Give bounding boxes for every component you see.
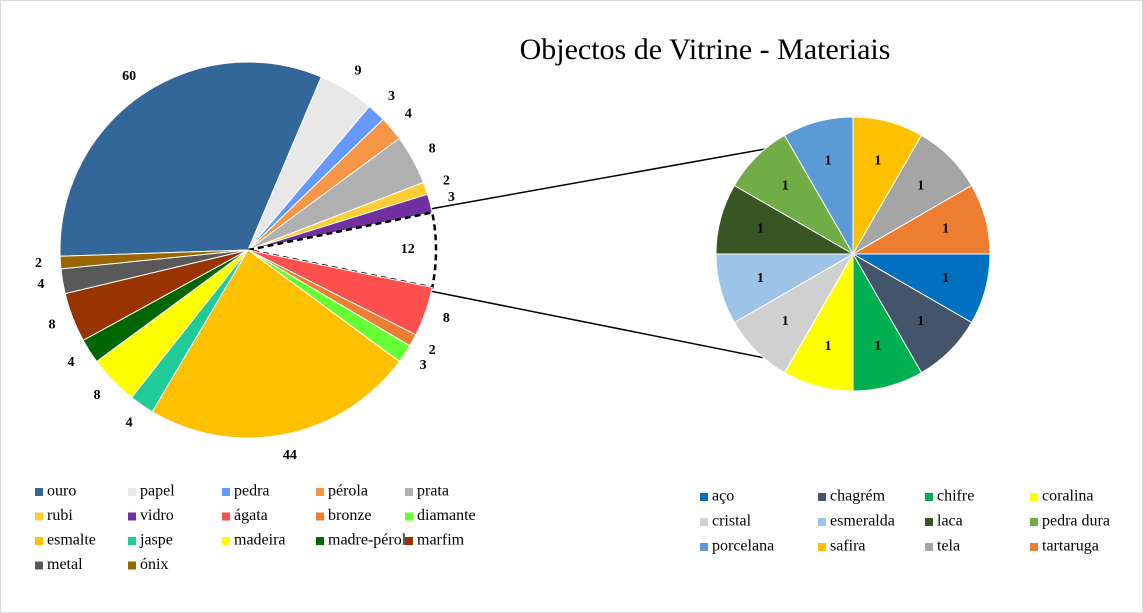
- legend-swatch: [925, 543, 933, 551]
- legend-swatch: [1030, 518, 1038, 526]
- data-label: 8: [443, 311, 450, 326]
- legend-label: rubi: [47, 507, 73, 524]
- legend-swatch: [316, 488, 324, 496]
- data-label: 9: [355, 63, 362, 78]
- connector: [429, 140, 811, 210]
- legend-label: marfim: [417, 532, 465, 549]
- data-label: 1: [942, 271, 949, 286]
- legend-label: jaspe: [139, 532, 173, 549]
- legend-label: prata: [417, 483, 449, 500]
- legend-label: ágata: [234, 507, 268, 524]
- data-label: 8: [49, 318, 56, 333]
- data-label: 1: [917, 178, 924, 193]
- data-label: 4: [126, 415, 133, 430]
- legend-label: laca: [937, 513, 963, 530]
- legend-label: papel: [140, 483, 175, 500]
- data-label: 4: [37, 277, 44, 292]
- data-label: 1: [782, 314, 789, 329]
- legend-swatch: [818, 493, 826, 501]
- legend-label: aço: [712, 488, 734, 505]
- data-label: 44: [283, 448, 297, 463]
- chart-title: Objectos de Vitrine - Materiais: [520, 33, 891, 66]
- data-label: 1: [825, 154, 832, 169]
- pie-slice: [59, 61, 323, 257]
- legend-swatch: [925, 493, 933, 501]
- legend-label: coralina: [1042, 488, 1094, 505]
- legend-swatch: [35, 512, 43, 521]
- data-label: 12: [401, 242, 415, 257]
- pie-slice: [851, 184, 991, 255]
- data-label: 2: [443, 173, 450, 188]
- legend-swatch: [128, 512, 136, 521]
- pie-slice: [151, 249, 401, 439]
- data-label: 2: [35, 256, 42, 271]
- legend-label: pedra: [234, 483, 270, 500]
- data-label: 1: [874, 154, 881, 169]
- data-label: 8: [94, 388, 101, 403]
- legend-label: ónix: [140, 556, 168, 573]
- legend-label: vidro: [140, 507, 174, 524]
- legend-swatch: [700, 493, 708, 501]
- connector: [429, 290, 811, 368]
- legend-swatch: [818, 543, 826, 551]
- data-label: 1: [782, 178, 789, 193]
- legend-swatch: [222, 537, 230, 545]
- data-label: 4: [67, 355, 74, 370]
- legend-label: pedra dura: [1042, 513, 1110, 530]
- legend-label: esmeralda: [830, 513, 895, 530]
- data-label: 1: [757, 271, 764, 286]
- legend-swatch: [405, 537, 413, 545]
- data-label: 1: [942, 221, 949, 236]
- legend-swatch: [35, 537, 43, 545]
- data-label: 60: [122, 69, 136, 84]
- legend-swatch: [316, 537, 324, 545]
- legend-label: pérola: [328, 483, 368, 500]
- data-label: 3: [388, 89, 395, 104]
- data-label: 1: [874, 339, 881, 354]
- data-label: 1: [825, 339, 832, 354]
- legend-label: cristal: [712, 513, 752, 530]
- legend-swatch: [128, 561, 136, 570]
- legend-label: madre-pérola: [328, 532, 413, 549]
- legend-label: madeira: [234, 532, 286, 549]
- legend-label: safira: [830, 538, 866, 555]
- pie-slice: [248, 212, 436, 288]
- legend-label: chifre: [937, 488, 974, 505]
- legend-swatch: [316, 512, 324, 521]
- pie-slice: [59, 249, 249, 270]
- data-label: 4: [405, 107, 412, 122]
- data-label: 3: [448, 190, 455, 205]
- legend-label: porcelana: [712, 538, 774, 555]
- pie-slice: [247, 193, 433, 251]
- legend-swatch: [35, 488, 43, 496]
- legend-label: diamante: [417, 507, 476, 524]
- legend-swatch: [35, 561, 43, 570]
- data-label: 3: [420, 358, 427, 373]
- legend-swatch: [700, 518, 708, 526]
- legend-label: chagrém: [830, 488, 886, 505]
- legend-swatch: [1030, 493, 1038, 501]
- legend-swatch: [925, 518, 933, 526]
- legend-swatch: [1030, 543, 1038, 551]
- data-label: 1: [917, 314, 924, 329]
- legend-swatch: [128, 488, 136, 496]
- legend-label: ouro: [47, 483, 76, 500]
- legend-swatch: [405, 488, 413, 496]
- legend-swatch: [405, 512, 413, 521]
- data-label: 8: [429, 141, 436, 156]
- legend-label: tela: [937, 538, 960, 555]
- data-label: 2: [429, 343, 436, 358]
- legend-swatch: [222, 512, 230, 521]
- legend-label: bronze: [328, 507, 372, 524]
- legend-swatch: [700, 543, 708, 551]
- legend-swatch: [222, 488, 230, 496]
- data-label: 1: [757, 221, 764, 236]
- legend-label: metal: [47, 556, 83, 573]
- legend-swatch: [128, 537, 136, 545]
- legend-swatch: [818, 518, 826, 526]
- legend-label: esmalte: [47, 532, 96, 549]
- legend-label: tartaruga: [1042, 538, 1099, 555]
